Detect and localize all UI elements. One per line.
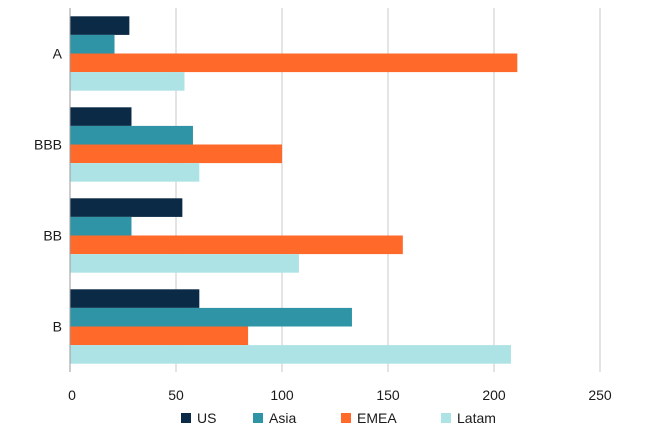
legend-label: Asia (269, 410, 296, 426)
bar-bb-emea (70, 235, 403, 255)
legend-item-us: US (181, 410, 216, 426)
bars (70, 16, 518, 364)
category-label: A (53, 46, 63, 62)
x-tick-label: 200 (482, 387, 506, 403)
bar-b-emea (70, 326, 249, 346)
x-tick-label: 250 (588, 387, 612, 403)
legend-swatch (341, 413, 351, 423)
bar-bb-asia (70, 216, 132, 236)
legend-label: US (197, 410, 216, 426)
bar-a-asia (70, 34, 115, 54)
x-tick-label: 100 (270, 387, 294, 403)
legend-swatch (253, 413, 263, 423)
bar-bb-us (70, 198, 183, 217)
x-tick-label: 0 (68, 387, 76, 403)
legend-label: Latam (457, 410, 496, 426)
bar-bbb-emea (70, 144, 282, 164)
legend: US Asia EMEA Latam (181, 410, 496, 426)
bar-bb-latam (70, 254, 299, 273)
bar-a-emea (70, 53, 518, 73)
bar-b-asia (70, 307, 352, 327)
category-label: BBB (34, 137, 62, 153)
legend-item-asia: Asia (253, 410, 296, 426)
bar-a-latam (70, 72, 185, 91)
x-tick-label: 150 (376, 387, 400, 403)
category-label: B (53, 319, 62, 335)
x-tick-labels: 0 50 100 150 200 250 (68, 387, 612, 403)
legend-item-latam: Latam (441, 410, 496, 426)
bar-b-us (70, 289, 200, 308)
legend-label: EMEA (357, 410, 397, 426)
bar-bbb-latam (70, 163, 200, 182)
legend-item-emea: EMEA (341, 410, 397, 426)
legend-swatch (181, 413, 191, 423)
bar-bbb-asia (70, 125, 193, 145)
bar-a-us (70, 16, 130, 35)
legend-swatch (441, 413, 451, 423)
bar-b-latam (70, 345, 511, 364)
category-label: BB (43, 228, 62, 244)
x-tick-label: 50 (168, 387, 184, 403)
bar-bbb-us (70, 107, 132, 126)
